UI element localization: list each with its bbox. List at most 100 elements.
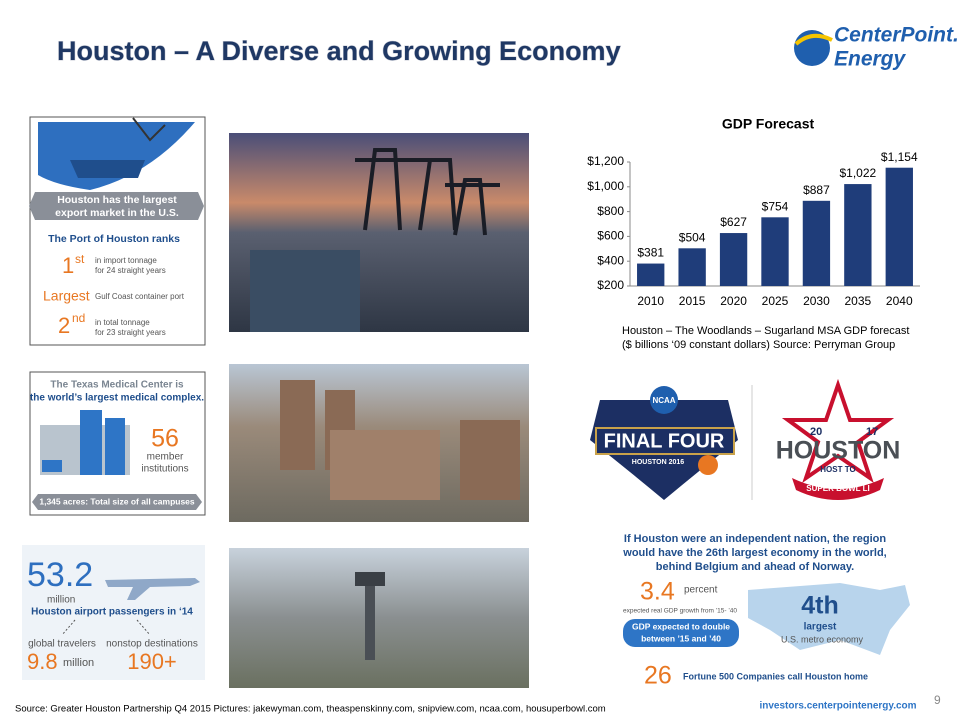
bar: [637, 263, 665, 286]
growth-unit: percent: [684, 585, 718, 596]
port-panel: [29, 116, 206, 346]
data-label: $1,022: [840, 166, 877, 180]
rank-number: 1: [62, 253, 74, 278]
final-four-logo: NCAA FINAL FOUR HOUSTON 2016: [590, 386, 738, 500]
growth-banner: [623, 619, 739, 647]
banner-text: Houston has the largest: [57, 194, 177, 206]
logo-text: SUPER BOWL LI: [806, 484, 869, 493]
medical-number: 56: [151, 425, 179, 453]
medical-text: institutions: [141, 464, 188, 475]
rank-suffix: nd: [72, 311, 85, 325]
growth-banner-text: between ’15 and ’40: [641, 633, 721, 643]
rank-text: for 23 straight years: [95, 328, 166, 337]
logo-text: HOUSTON 2016: [632, 459, 684, 466]
medical-heading: The Texas Medical Center is: [50, 380, 184, 391]
x-tick-label: 2020: [720, 294, 747, 308]
x-tick-label: 2025: [762, 294, 789, 308]
airport-photo: [229, 548, 529, 688]
logo-text: 17: [866, 426, 878, 438]
passengers-number: 53.2: [27, 556, 93, 594]
port-heading: The Port of Houston ranks: [48, 233, 180, 245]
logo-text: 20: [810, 426, 822, 438]
data-label: $754: [762, 199, 789, 213]
rank-text: for 24 straight years: [95, 266, 166, 275]
super-bowl-logo: 20 17 HOUSTON HOST TO SUPER BOWL LI: [776, 378, 901, 500]
airport-number: 190+: [127, 649, 177, 674]
y-tick-label: $600: [597, 229, 624, 243]
data-label: $504: [679, 230, 706, 244]
bar: [761, 217, 789, 286]
slide-title: Houston – A Diverse and Growing Economy: [57, 36, 621, 66]
rank-text: in total tonnage: [95, 318, 150, 327]
economy-heading: would have the 26th largest economy in t…: [622, 547, 886, 559]
bar: [885, 167, 913, 286]
y-tick-label: $200: [597, 278, 624, 292]
rank-suffix: st: [75, 252, 85, 266]
passengers-unit: million: [47, 595, 75, 606]
airport-unit: million: [63, 657, 94, 669]
metro-rank: 4th: [801, 592, 839, 620]
y-tick-label: $1,000: [587, 179, 624, 193]
crane-icon: [132, 117, 166, 142]
airport-number: 9.8: [27, 649, 58, 674]
connector: [61, 619, 151, 636]
medical-footer: 1,345 acres: Total size of all campuses: [39, 496, 195, 506]
growth-banner-text: GDP expected to double: [632, 621, 730, 631]
port-illustration: [38, 122, 195, 190]
medical-heading: the world’s largest medical complex.: [30, 393, 204, 404]
logo-text: Energy: [834, 48, 907, 71]
us-map: [748, 583, 910, 655]
logo-text: HOST TO: [820, 465, 855, 474]
banner-text: export market in the U.S.: [55, 207, 179, 219]
bar: [844, 184, 872, 286]
data-label: $1,154: [881, 150, 918, 164]
x-tick-label: 2015: [679, 294, 706, 308]
growth-number: 3.4: [640, 578, 675, 606]
logo-text: FINAL FOUR: [604, 430, 725, 452]
logo-text: HOUSTON: [776, 437, 901, 465]
x-tick-label: 2040: [886, 294, 913, 308]
y-tick-label: $800: [597, 204, 624, 218]
economy-heading: behind Belgium and ahead of Norway.: [656, 561, 854, 573]
data-label: $627: [720, 215, 747, 229]
medical-banner: [32, 494, 202, 510]
rank-text: Gulf Coast container port: [95, 292, 185, 301]
x-tick-label: 2035: [845, 294, 872, 308]
bar: [678, 248, 706, 286]
x-tick-label: 2030: [803, 294, 830, 308]
tower-cab: [355, 572, 385, 586]
buildings: [280, 380, 520, 500]
airport-panel: [22, 545, 205, 680]
medical-panel: [29, 371, 206, 516]
fortune-number: 26: [644, 662, 672, 690]
logo-text: CenterPoint.: [834, 24, 959, 47]
logo-swoosh: [794, 33, 833, 46]
rank-number: Largest: [43, 288, 90, 304]
y-tick-label: $1,200: [587, 154, 624, 168]
plane-icon: [105, 578, 200, 600]
footer-url[interactable]: investors.centerpointenergy.com: [759, 701, 916, 712]
rank-text: in import tonnage: [95, 256, 157, 265]
containers: [250, 250, 360, 332]
chart-note: Houston – The Woodlands – Sugarland MSA …: [622, 325, 909, 337]
data-label: $887: [803, 183, 830, 197]
source: Source: Greater Houston Partnership Q4 2…: [15, 704, 606, 715]
data-label: $381: [637, 246, 664, 260]
bar: [719, 233, 748, 286]
gdp-chart: GDP Forecast Houston – The Woodlands – S…: [587, 116, 920, 351]
growth-text: expected real GDP growth from ’15- ’40: [623, 608, 737, 615]
airport-label: nonstop destinations: [106, 639, 198, 650]
hospital-icon: [40, 410, 130, 475]
page-number: 9: [934, 693, 941, 707]
y-tick-label: $400: [597, 253, 624, 267]
chart-note: ($ billions ‘09 constant dollars) Source…: [622, 339, 895, 351]
medical-text: member: [147, 452, 184, 463]
airport-label: global travelers: [28, 639, 96, 650]
ship-icon: [70, 160, 145, 178]
control-tower: [365, 580, 375, 660]
port-banner: [29, 192, 204, 220]
bar: [802, 200, 831, 286]
metro-rank-word: largest: [804, 622, 837, 633]
rank-number: 2: [58, 313, 70, 338]
